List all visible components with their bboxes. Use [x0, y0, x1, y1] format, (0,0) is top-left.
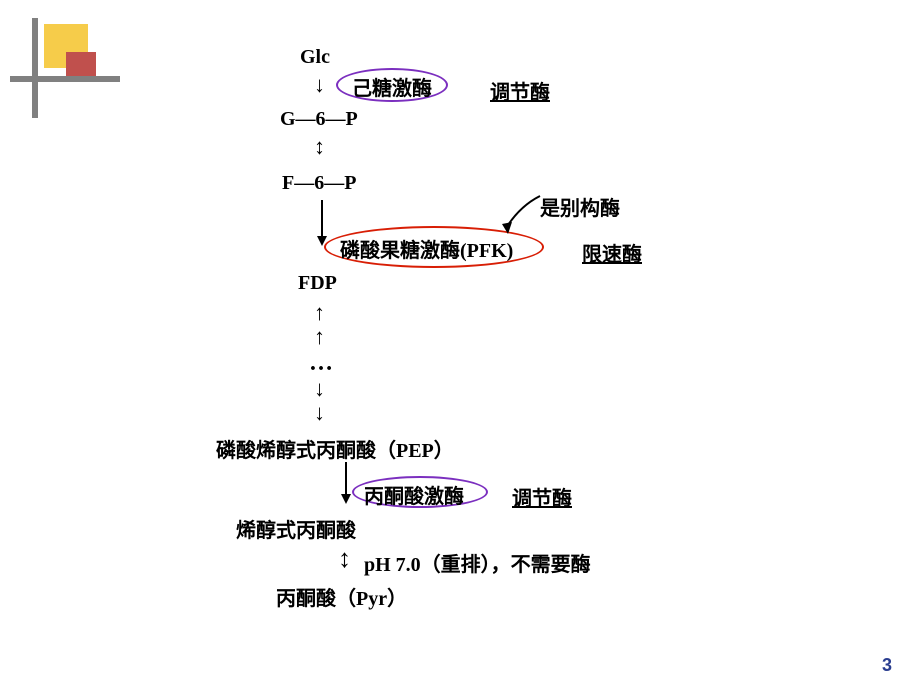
pathway-diagram: Glc ↓ 己糖激酶 调节酶 G—6—P ↕ F—6—P 磷酸果糖激酶(PFK)… — [0, 0, 920, 690]
label-hexokinase: 己糖激酶 — [352, 72, 432, 101]
node-dots: … — [309, 350, 333, 377]
node-g6p: G—6—P — [280, 108, 358, 131]
arrow-g6p-f6p: ↕ — [314, 136, 325, 158]
label-pyruvate-kinase: 丙酮酸激酶 — [364, 480, 464, 509]
label-regulatory-2: 调节酶 — [512, 482, 572, 511]
arrow-down-1: ↓ — [314, 378, 325, 400]
label-allosteric: 是别构酶 — [540, 192, 620, 221]
node-fdp: FDP — [298, 272, 337, 295]
node-f6p: F—6—P — [282, 172, 356, 195]
label-rate-limiting: 限速酶 — [582, 238, 642, 267]
arrow-up-1: ↑ — [314, 302, 325, 324]
node-pyr: 丙酮酸（Pyr） — [276, 582, 407, 611]
node-glc: Glc — [300, 46, 330, 69]
arrow-enol-pyr: ↕ — [338, 546, 351, 572]
label-ph-note: pH 7.0（重排），不需要酶 — [364, 548, 591, 577]
arrow-glc-g6p: ↓ — [314, 74, 325, 96]
node-pep: 磷酸烯醇式丙酮酸（PEP） — [216, 434, 454, 463]
label-regulatory-1: 调节酶 — [490, 76, 550, 105]
node-enol: 烯醇式丙酮酸 — [236, 514, 356, 543]
page-number: 3 — [882, 655, 892, 676]
label-pfk: 磷酸果糖激酶(PFK) — [340, 234, 513, 263]
arrow-f6p-fdp — [314, 200, 334, 240]
arrow-up-2: ↑ — [314, 326, 325, 348]
arrow-down-2: ↓ — [314, 402, 325, 424]
